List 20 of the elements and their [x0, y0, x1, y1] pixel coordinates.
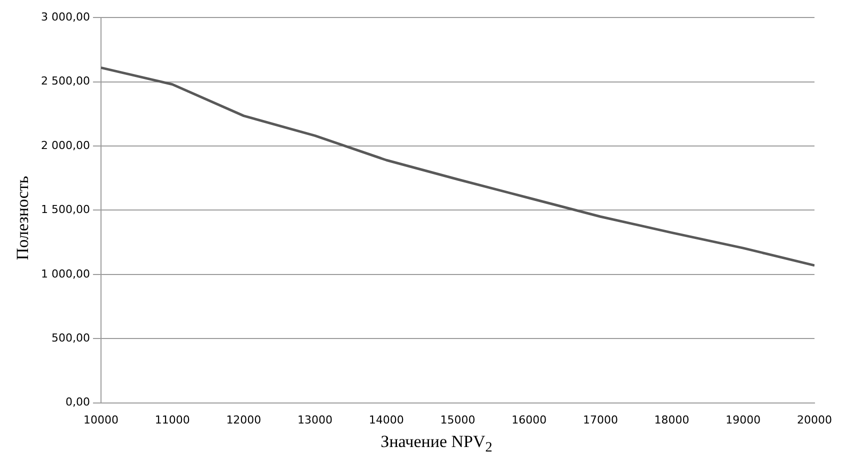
y-tick-label: 0,00	[65, 396, 90, 409]
x-tick-label: 12000	[226, 413, 262, 426]
y-tick-label: 500,00	[51, 331, 90, 344]
x-axis-title: Значение NPV$_{2}$	[380, 432, 492, 456]
x-tick-label: 20000	[797, 413, 832, 426]
y-tick-label: 2 000,00	[41, 138, 90, 152]
y-axis-title: Полезность	[13, 176, 32, 260]
x-tick-label: 15000	[440, 413, 476, 426]
y-tick-label: 1 000,00	[41, 267, 90, 280]
x-tick-label: 13000	[298, 413, 333, 426]
x-tick-label: 19000	[726, 413, 761, 426]
x-tick-label: 11000	[154, 413, 190, 426]
y-tick-label: 3 000,00	[41, 10, 90, 24]
x-tick-label: 10000	[83, 413, 118, 426]
x-tick-label: 14000	[368, 413, 404, 426]
y-tick-label: 2 500,00	[41, 74, 90, 88]
y-tick-label: 1 500,00	[41, 203, 90, 216]
x-tick-label: 17000	[582, 413, 618, 426]
x-tick-label: 18000	[654, 413, 690, 426]
x-tick-label: 16000	[512, 413, 547, 426]
